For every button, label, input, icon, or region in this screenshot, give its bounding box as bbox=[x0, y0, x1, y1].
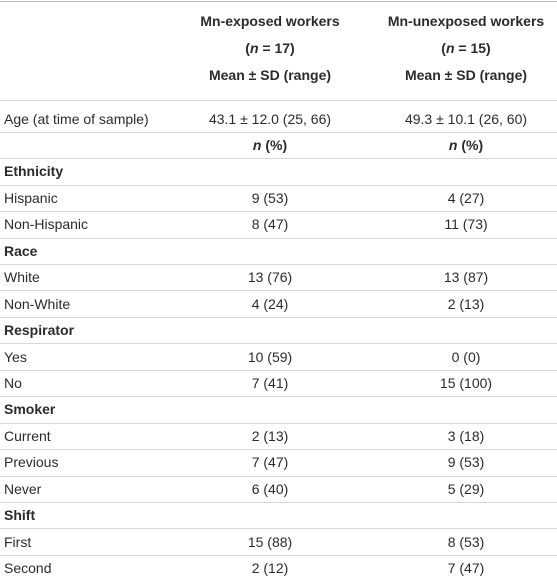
cell: 13 (76) bbox=[247, 269, 293, 286]
row-rule bbox=[0, 423, 557, 424]
row-label: Age (at time of sample) bbox=[4, 110, 149, 127]
cell: 2 (13) bbox=[447, 295, 485, 312]
row-label: First bbox=[4, 533, 32, 550]
text-segment: n bbox=[249, 40, 259, 56]
cell: 9 (53) bbox=[251, 189, 289, 206]
cell: n (%) bbox=[449, 136, 483, 154]
section-label: Shift bbox=[4, 507, 36, 524]
top-rule bbox=[0, 1, 557, 2]
cell: 15 (100) bbox=[439, 375, 493, 391]
cell: 4 (27) bbox=[447, 189, 485, 206]
column-header: (n = 17) bbox=[245, 39, 294, 57]
cell: 4 (24) bbox=[251, 295, 289, 312]
row-rule bbox=[0, 211, 557, 212]
row-rule bbox=[0, 132, 557, 133]
row-rule bbox=[0, 370, 557, 371]
text-segment: = 17) bbox=[258, 40, 295, 56]
cell: n (%) bbox=[253, 136, 287, 154]
row-rule bbox=[0, 238, 557, 239]
header-rule bbox=[0, 100, 557, 101]
cell: 3 (18) bbox=[447, 427, 485, 444]
row-rule bbox=[0, 317, 557, 318]
row-label: Previous bbox=[4, 454, 59, 471]
row-label: Yes bbox=[4, 348, 27, 365]
section-label: Smoker bbox=[4, 401, 56, 418]
cell: 15 (88) bbox=[247, 533, 293, 550]
cell: 8 (47) bbox=[251, 216, 289, 233]
cell: 7 (47) bbox=[251, 454, 289, 471]
cell: 11 (73) bbox=[444, 216, 488, 233]
section-label: Race bbox=[4, 242, 38, 259]
section-label: Respirator bbox=[4, 322, 75, 339]
row-rule bbox=[0, 185, 557, 186]
row-rule bbox=[0, 396, 557, 397]
text-segment: n bbox=[445, 40, 455, 56]
cell: 7 (41) bbox=[251, 375, 289, 391]
row-rule bbox=[0, 502, 557, 503]
cell: 0 (0) bbox=[451, 348, 481, 365]
cell: 7 (47) bbox=[447, 560, 485, 577]
row-label: Non-White bbox=[4, 295, 71, 312]
text-segment: (%) bbox=[457, 136, 484, 153]
cell: 2 (12) bbox=[251, 560, 289, 577]
text-segment: n bbox=[448, 136, 458, 153]
cell: 43.1 ± 12.0 (25, 66) bbox=[208, 110, 332, 127]
column-header: (n = 15) bbox=[441, 39, 490, 57]
row-rule bbox=[0, 449, 557, 450]
column-header: Mean ± SD (range) bbox=[404, 67, 528, 83]
row-label: White bbox=[4, 269, 40, 286]
row-rule bbox=[0, 290, 557, 291]
column-header: Mn-unexposed workers bbox=[387, 13, 545, 29]
cell: 9 (53) bbox=[447, 454, 485, 471]
row-rule bbox=[0, 343, 557, 344]
row-rule bbox=[0, 555, 557, 556]
row-label: Hispanic bbox=[4, 189, 58, 206]
cell: 49.3 ± 10.1 (26, 60) bbox=[404, 110, 528, 127]
row-label: Never bbox=[4, 480, 42, 497]
cell: 10 (59) bbox=[247, 348, 293, 365]
row-label: No bbox=[4, 375, 22, 391]
column-header: Mn-exposed workers bbox=[200, 13, 340, 29]
row-rule bbox=[0, 158, 557, 159]
cell: 6 (40) bbox=[251, 480, 289, 497]
row-label: Second bbox=[4, 560, 52, 577]
row-rule bbox=[0, 476, 557, 477]
row-rule bbox=[0, 528, 557, 529]
row-rule bbox=[0, 264, 557, 265]
text-segment: ( bbox=[441, 40, 446, 56]
text-segment: = 15) bbox=[454, 40, 491, 56]
column-header: Mean ± SD (range) bbox=[208, 67, 332, 83]
cell: 5 (29) bbox=[447, 480, 485, 497]
text-segment: n bbox=[252, 136, 262, 153]
cell: 2 (13) bbox=[251, 427, 289, 444]
row-label: Current bbox=[4, 427, 51, 444]
cell: 13 (87) bbox=[443, 269, 489, 286]
section-label: Ethnicity bbox=[4, 163, 64, 180]
row-label: Non-Hispanic bbox=[4, 216, 89, 233]
text-segment: ( bbox=[245, 40, 250, 56]
text-segment: (%) bbox=[261, 136, 288, 153]
cell: 8 (53) bbox=[447, 533, 485, 550]
